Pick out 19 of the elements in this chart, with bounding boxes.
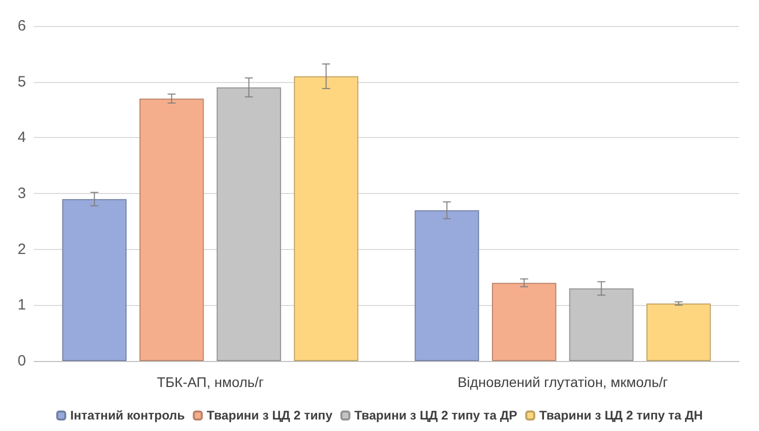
y-tick-label: 6 [18,18,26,34]
y-tick-label: 1 [18,296,26,314]
y-tick-label: 0 [18,352,26,370]
legend-label: Тварини з ЦД 2 типу [206,408,332,422]
bar [414,210,480,361]
bar [139,98,204,361]
y-tick-label: 5 [18,73,26,90]
bar [294,76,358,361]
bar [492,282,556,361]
y-tick-label: 4 [18,129,26,146]
y-tick-label: 3 [18,185,26,202]
legend-label: Інтатний контроль [70,408,186,422]
legend-label: Тварини з ЦД 2 типу та ДН [539,408,703,422]
legend-label: Тварини з ЦД 2 типу та ДР [354,408,518,422]
bar [646,303,711,361]
x-tick-label: Відновлений глутатіон, мкмоль/г [458,374,668,390]
x-tick-label: ТБК-АП, нмоль/г [156,374,264,390]
y-tick-label: 2 [18,240,26,258]
bar [62,199,127,361]
